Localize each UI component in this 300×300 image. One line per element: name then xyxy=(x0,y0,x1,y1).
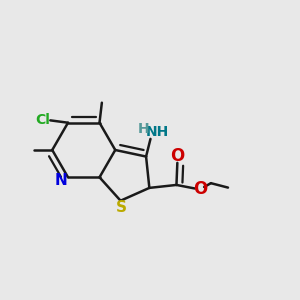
Text: NH: NH xyxy=(146,124,169,139)
Text: H: H xyxy=(138,122,149,136)
Text: N: N xyxy=(55,173,67,188)
Text: S: S xyxy=(116,200,126,215)
Text: Cl: Cl xyxy=(35,113,50,128)
Text: O: O xyxy=(170,147,184,165)
Text: O: O xyxy=(193,180,207,198)
